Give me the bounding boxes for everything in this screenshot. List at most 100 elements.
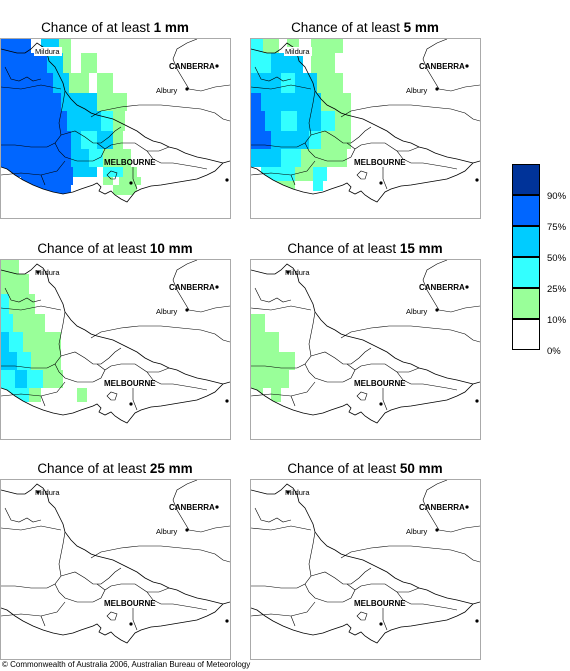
district-border [54, 142, 154, 162]
probability-cell [281, 167, 295, 181]
probability-cell [85, 111, 101, 131]
probability-cell [1, 39, 31, 53]
label-canberra: CANBERRA [419, 62, 465, 71]
probability-cell [45, 149, 71, 167]
probability-cell [251, 93, 261, 111]
district-border [40, 615, 46, 627]
district-border [54, 583, 154, 603]
legend-swatch-90-100 [512, 164, 540, 195]
probability-cell [313, 167, 327, 181]
probability-cell [263, 39, 279, 53]
probability-cell [45, 352, 61, 370]
district-border [152, 599, 208, 611]
state-border [184, 373, 224, 385]
probability-cell [297, 111, 321, 131]
legend-tick-50: 50% [547, 253, 567, 264]
label-albury: Albury [406, 307, 428, 316]
district-border [382, 388, 388, 411]
district-border [182, 299, 230, 313]
city-marker [185, 308, 189, 312]
label-albury: Albury [156, 307, 178, 316]
panel-title-prefix: Chance of at least [291, 20, 404, 35]
district-border [90, 545, 230, 563]
city-marker [129, 622, 133, 626]
district-border [356, 391, 368, 401]
panel-title: Chance of at least 25 mm [0, 459, 230, 479]
district-border [382, 167, 388, 190]
coastline [1, 160, 230, 203]
district-border [340, 104, 480, 122]
legend-tick-10: 10% [547, 315, 567, 326]
probability-cell [1, 260, 9, 274]
probability-cell [299, 93, 321, 111]
district-border [402, 599, 458, 611]
state-border [434, 152, 474, 164]
district-border [251, 305, 312, 311]
probability-cell [73, 167, 97, 177]
district-border [340, 545, 480, 563]
probability-cell [33, 185, 71, 195]
probability-cell [1, 294, 9, 314]
city-marker [36, 490, 40, 494]
probability-cell [281, 149, 301, 167]
district-border [4, 507, 42, 523]
city-marker [225, 399, 229, 403]
city-marker [215, 285, 219, 289]
sea-area [1, 161, 230, 218]
district-border [147, 367, 170, 373]
label-mildura: Mildura [285, 268, 310, 277]
label-albury: Albury [406, 86, 428, 95]
district-border [356, 611, 368, 621]
map-outlines [1, 480, 230, 644]
city-marker [465, 64, 469, 68]
district-border [40, 174, 46, 186]
city-marker [225, 178, 229, 182]
probability-cell [321, 149, 335, 167]
district-border [90, 104, 230, 122]
city-marker [475, 178, 479, 182]
probability-cell [63, 53, 71, 73]
district-border [346, 583, 356, 591]
coastline [251, 160, 480, 203]
city-marker [435, 87, 439, 91]
probability-cell [251, 53, 271, 73]
label-melbourne: MELBOURNE [104, 379, 156, 388]
probability-cell [1, 370, 15, 388]
probability-cell [339, 131, 351, 149]
district-border [290, 395, 296, 407]
probability-cell [61, 93, 77, 111]
panel-title: Chance of at least 10 mm [0, 239, 230, 259]
state-border [1, 483, 186, 595]
probability-cell [343, 93, 351, 111]
coastline [251, 381, 480, 424]
probability-cell [23, 332, 35, 352]
panel-title-amount: 1 mm [153, 20, 189, 35]
legend-swatch-10-25 [512, 288, 540, 319]
probability-cell [41, 167, 73, 177]
state-border [434, 593, 474, 605]
probability-cell [27, 314, 45, 332]
district-border [290, 174, 296, 186]
probability-cell [1, 167, 41, 177]
probability-cell [291, 53, 303, 73]
district-border [147, 146, 170, 152]
district-border [254, 66, 292, 82]
probability-cell [103, 177, 113, 185]
panel-title-prefix: Chance of at least [37, 461, 150, 476]
district-border [304, 583, 404, 603]
district-border [251, 311, 316, 369]
label-mildura: Mildura [285, 488, 310, 497]
probability-cell [251, 73, 261, 93]
rainfall-map: Mildura CANBERRA Albury MELBOURNE [0, 479, 231, 660]
city-marker [215, 505, 219, 509]
city-marker [379, 181, 383, 185]
district-border [254, 507, 292, 523]
city-marker [185, 528, 189, 532]
probability-cell [9, 260, 19, 274]
sea-area [251, 161, 480, 218]
city-marker [475, 619, 479, 623]
probability-cell [1, 53, 47, 73]
probability-cell [71, 131, 81, 149]
district-border [172, 39, 198, 80]
probability-cell [295, 167, 313, 181]
